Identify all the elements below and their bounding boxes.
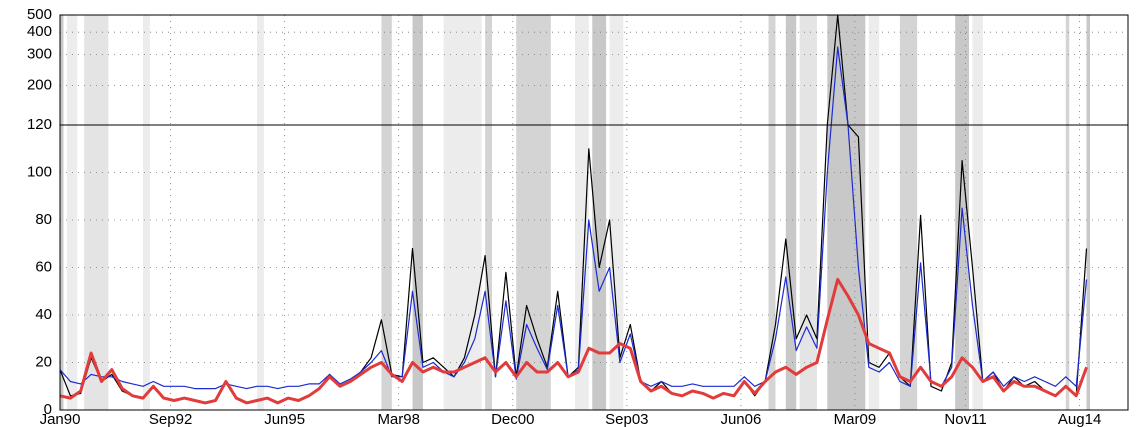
x-tick-label: Mar98	[377, 411, 420, 427]
x-tick-label: Sep03	[605, 411, 648, 427]
shaded-period	[574, 15, 589, 410]
x-tick-label: Jan90	[40, 411, 81, 427]
x-tick-label: Aug14	[1058, 411, 1101, 427]
shaded-period	[972, 15, 983, 410]
y-tick-label: 120	[27, 116, 52, 133]
shaded-period	[516, 15, 551, 410]
x-tick-label: Dec00	[491, 411, 534, 427]
shaded-period	[785, 15, 797, 410]
y2-tick-label: 400	[27, 23, 52, 40]
plot-frame	[59, 14, 1129, 411]
shaded-period	[443, 15, 482, 410]
x-tick-label: Sep92	[149, 411, 192, 427]
shaded-period	[768, 15, 776, 410]
shaded-period	[257, 15, 264, 410]
shaded-period	[592, 15, 607, 410]
shaded-period	[381, 15, 392, 410]
y-tick-label: 0	[44, 401, 52, 418]
series-line	[59, 277, 1088, 405]
shaded-period	[827, 15, 866, 410]
y2-tick-label: 500	[27, 6, 52, 23]
y2-tick-label: 300	[27, 45, 52, 62]
x-tick-label: Mar09	[834, 411, 877, 427]
shaded-period	[1086, 15, 1090, 410]
shaded-period	[60, 15, 64, 410]
shaded-period	[142, 15, 150, 410]
shaded-period	[84, 15, 109, 410]
y-tick-label: 100	[27, 163, 52, 180]
shaded-period	[1065, 15, 1070, 410]
shaded-period	[485, 15, 493, 410]
x-tick-label: Jun06	[720, 411, 761, 427]
shaded-period	[66, 15, 78, 410]
shaded-period	[412, 15, 423, 410]
shaded-period	[899, 15, 918, 410]
y2-tick-label: 200	[27, 77, 52, 94]
x-tick-label: Nov11	[944, 411, 986, 427]
y-tick-label: 40	[35, 306, 52, 323]
shaded-period	[609, 15, 624, 410]
shaded-period	[868, 15, 880, 410]
y-tick-label: 60	[35, 258, 52, 275]
y-tick-label: 20	[35, 353, 52, 370]
x-tick-label: Jun95	[264, 411, 305, 427]
shaded-period	[799, 15, 817, 410]
y-tick-label: 80	[35, 211, 52, 228]
